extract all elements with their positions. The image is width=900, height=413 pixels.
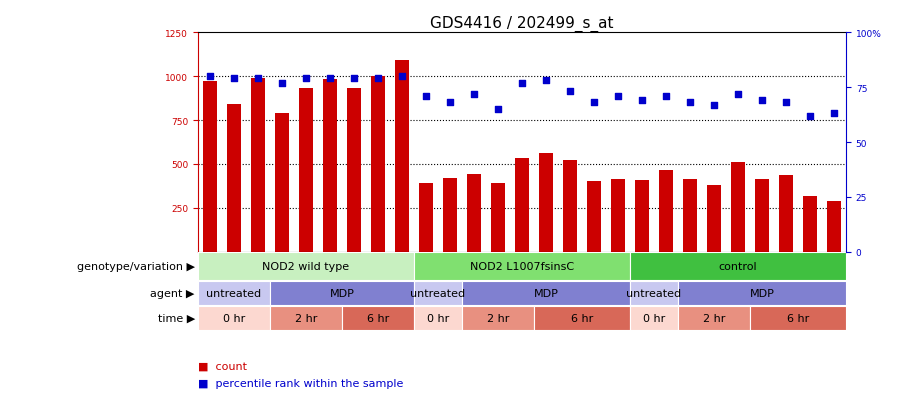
Text: untreated: untreated	[206, 288, 262, 298]
Text: time ▶: time ▶	[158, 313, 194, 323]
Point	[515, 80, 529, 87]
Bar	[342, 306, 414, 330]
Bar	[414, 282, 462, 305]
Point	[227, 76, 241, 82]
Text: genotype/variation ▶: genotype/variation ▶	[76, 262, 194, 272]
Text: agent ▶: agent ▶	[150, 288, 194, 298]
Bar	[779, 175, 793, 252]
Text: NOD2 L1007fsinsC: NOD2 L1007fsinsC	[470, 262, 574, 272]
Point	[251, 76, 266, 82]
Point	[683, 100, 698, 107]
Point	[443, 100, 457, 107]
Bar	[635, 180, 649, 252]
Text: 0 hr: 0 hr	[223, 313, 245, 323]
Text: control: control	[719, 262, 757, 272]
Point	[634, 98, 649, 104]
Text: MDP: MDP	[750, 288, 774, 298]
Point	[467, 91, 482, 98]
Bar	[251, 78, 265, 252]
Point	[706, 102, 721, 109]
Point	[346, 76, 361, 82]
Point	[371, 76, 385, 82]
Bar	[660, 171, 672, 252]
Bar	[462, 282, 630, 305]
Point	[611, 93, 625, 100]
Point	[827, 111, 842, 117]
Bar	[588, 181, 600, 252]
Point	[659, 93, 673, 100]
Text: 2 hr: 2 hr	[487, 313, 509, 323]
Bar	[516, 159, 528, 252]
Text: 2 hr: 2 hr	[295, 313, 317, 323]
Bar	[270, 282, 414, 305]
Bar	[419, 184, 433, 252]
Bar	[414, 253, 630, 280]
Text: untreated: untreated	[626, 288, 681, 298]
Bar	[347, 89, 361, 252]
Bar	[732, 163, 744, 252]
Bar	[203, 82, 217, 252]
Bar	[707, 185, 721, 252]
Bar	[678, 282, 846, 305]
Title: GDS4416 / 202499_s_at: GDS4416 / 202499_s_at	[430, 16, 614, 32]
Text: ■  count: ■ count	[198, 361, 247, 370]
Point	[539, 78, 554, 85]
Bar	[275, 114, 289, 252]
Point	[587, 100, 601, 107]
Point	[755, 98, 770, 104]
Bar	[678, 306, 750, 330]
Bar	[539, 154, 553, 252]
Point	[395, 74, 410, 80]
Text: 0 hr: 0 hr	[643, 313, 665, 323]
Bar	[755, 180, 769, 252]
Bar	[395, 61, 409, 252]
Text: 0 hr: 0 hr	[427, 313, 449, 323]
Point	[491, 107, 505, 113]
Bar	[198, 253, 414, 280]
Bar	[563, 160, 577, 252]
Bar	[804, 196, 816, 252]
Bar	[198, 282, 270, 305]
Bar	[323, 80, 337, 252]
Bar	[630, 253, 846, 280]
Bar	[198, 306, 270, 330]
Bar	[750, 306, 846, 330]
Point	[562, 89, 577, 95]
Text: 6 hr: 6 hr	[787, 313, 809, 323]
Point	[778, 100, 793, 107]
Bar	[228, 105, 240, 252]
Point	[299, 76, 313, 82]
Bar	[444, 179, 456, 252]
Bar	[534, 306, 630, 330]
Bar	[414, 306, 462, 330]
Bar	[300, 89, 312, 252]
Bar	[372, 77, 384, 252]
Bar	[611, 180, 625, 252]
Text: MDP: MDP	[534, 288, 558, 298]
Text: MDP: MDP	[329, 288, 355, 298]
Bar	[827, 202, 841, 252]
Text: 6 hr: 6 hr	[367, 313, 389, 323]
Text: ■  percentile rank within the sample: ■ percentile rank within the sample	[198, 378, 403, 388]
Bar	[683, 180, 697, 252]
Bar	[270, 306, 342, 330]
Point	[323, 76, 338, 82]
Text: untreated: untreated	[410, 288, 465, 298]
Text: NOD2 wild type: NOD2 wild type	[263, 262, 349, 272]
Point	[731, 91, 745, 98]
Bar	[630, 282, 678, 305]
Bar	[630, 306, 678, 330]
Point	[274, 80, 289, 87]
Text: 2 hr: 2 hr	[703, 313, 725, 323]
Point	[418, 93, 433, 100]
Bar	[467, 174, 481, 252]
Text: 6 hr: 6 hr	[571, 313, 593, 323]
Point	[803, 113, 817, 120]
Point	[202, 74, 217, 80]
Bar	[491, 184, 505, 252]
Bar	[462, 306, 534, 330]
